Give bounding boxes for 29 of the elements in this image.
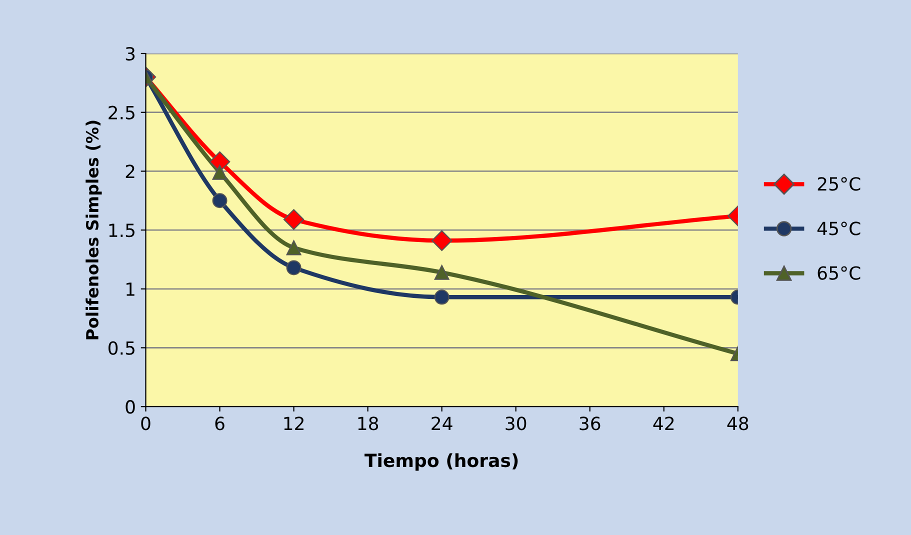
legend-label: 25°C <box>818 177 860 191</box>
x-tick-label: 48 <box>727 416 748 430</box>
x-tick-label: 18 <box>358 416 378 430</box>
x-tick-label: 24 <box>432 416 452 430</box>
point <box>286 260 302 276</box>
y-tick-label: 2.5 <box>108 106 134 120</box>
x-tick-label: 0 <box>141 416 150 430</box>
point <box>434 264 450 280</box>
y-tick-label: 3 <box>126 46 135 61</box>
x-tick-label: 30 <box>506 416 526 430</box>
y-tick-label: 0 <box>126 400 135 414</box>
y-tick-label: 1.5 <box>109 224 134 238</box>
point <box>434 290 450 305</box>
point <box>431 230 452 252</box>
x-axis-title: Tiempo (horas) <box>364 453 518 471</box>
y-tick-label: 0.5 <box>108 341 134 355</box>
x-tick-label: 42 <box>653 416 674 430</box>
y-tick-label: 1 <box>126 282 134 296</box>
legend-label: 65°C <box>818 266 860 280</box>
x-tick-label: 12 <box>284 416 304 430</box>
legend-label: 45°C <box>817 222 860 236</box>
x-tick-label: 36 <box>580 416 600 430</box>
point <box>212 193 228 208</box>
point <box>212 164 228 180</box>
point <box>286 240 302 256</box>
x-tick-label: 6 <box>215 416 224 430</box>
y-tick-label: 2 <box>126 164 134 178</box>
y-axis-title: Polifenoles Simples (%) <box>86 120 102 340</box>
point <box>283 209 304 230</box>
